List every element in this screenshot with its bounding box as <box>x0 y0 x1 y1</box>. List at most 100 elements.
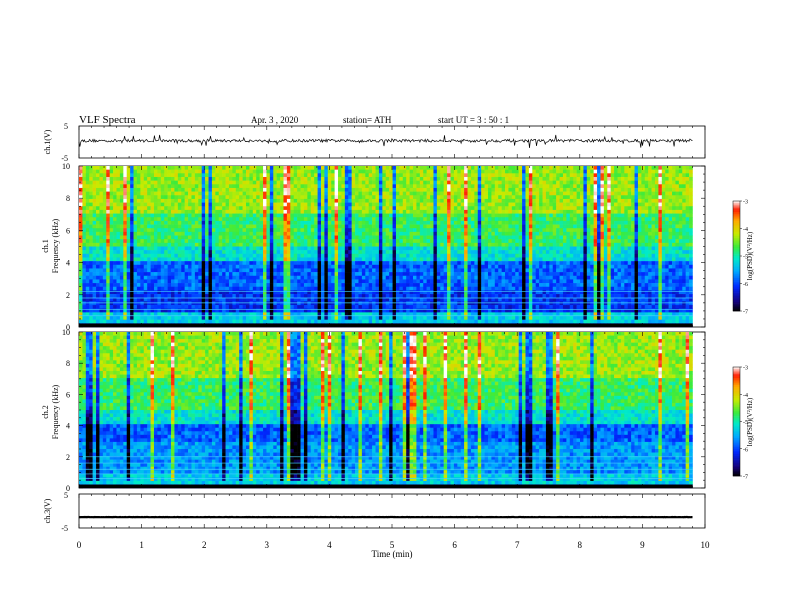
spectrogram-cell <box>487 191 492 196</box>
spectrogram-cell <box>273 202 277 207</box>
spectrogram-cell <box>481 195 485 200</box>
spectrogram-cell <box>470 231 475 236</box>
spectrogram-cell <box>361 187 366 192</box>
spectrogram-cell <box>324 191 329 196</box>
spectrogram-cell <box>620 169 625 174</box>
spectrogram-cell <box>549 202 554 207</box>
spectrogram-cell <box>225 242 230 247</box>
spectrogram-cell <box>518 246 523 251</box>
spectrogram-cell <box>566 206 571 211</box>
spectrogram-cell <box>211 257 216 262</box>
spectrogram-cell <box>631 187 635 192</box>
spectrogram-cell <box>641 202 646 207</box>
spectrogram-cell <box>477 195 482 200</box>
spectrogram-cell <box>256 191 260 196</box>
spectrogram-cell <box>491 198 496 203</box>
spectrogram-cell <box>392 220 397 225</box>
spectrogram-cell <box>542 224 547 229</box>
spectrogram-cell <box>481 239 485 244</box>
spectrogram-cell <box>320 253 325 258</box>
spectrogram-cell <box>395 202 400 207</box>
spectrogram-cell <box>505 213 509 218</box>
spectrogram-cell <box>406 187 410 192</box>
spectrogram-cell <box>614 239 618 244</box>
spectrogram-cell <box>433 242 438 247</box>
spectrogram-cell <box>167 246 172 251</box>
spectrogram-cell <box>501 202 506 207</box>
spectrogram-cell <box>249 187 254 192</box>
spectrogram-cell <box>607 173 611 178</box>
spectrogram-cell <box>654 191 659 196</box>
spectrogram-cell <box>399 206 404 211</box>
spectrogram-cell <box>430 187 434 192</box>
spectrogram-cell <box>392 184 397 189</box>
spectrogram-cell <box>665 202 669 207</box>
spectrogram-cell <box>505 257 509 262</box>
spectrogram-cell <box>368 173 373 178</box>
spectrogram-cell <box>123 264 128 269</box>
spectrogram-cell <box>624 246 629 251</box>
spectrogram-cell <box>620 220 625 225</box>
spectrogram-cell <box>324 253 329 258</box>
spectrogram-cell <box>385 195 390 200</box>
spectrogram-cell <box>440 261 444 266</box>
spectrogram-cell <box>682 191 686 196</box>
spectrogram-cell <box>218 169 223 174</box>
spectrogram-cell <box>109 250 114 255</box>
spectrogram-cell <box>99 250 104 255</box>
spectrogram-cell <box>338 169 342 174</box>
spectrogram-cell <box>259 195 264 200</box>
spectrogram-cell <box>239 202 243 207</box>
spectrogram-cell <box>556 213 560 218</box>
spectrogram-cell <box>194 206 199 211</box>
spectrogram-cell <box>143 253 148 258</box>
spectrogram-cell <box>511 209 516 214</box>
spectrogram-cell <box>426 261 431 266</box>
spectrogram-cell <box>201 253 206 258</box>
spectrogram-cell <box>205 257 209 262</box>
spectrogram-cell <box>685 202 690 207</box>
spectrogram-cell <box>293 202 298 207</box>
spectrogram-cell <box>140 184 145 189</box>
spectrogram-cell <box>365 220 369 225</box>
spectrogram-cell <box>593 198 598 203</box>
spectrogram-cell <box>573 198 577 203</box>
spectrogram-cell <box>430 206 434 211</box>
spectrogram-cell <box>586 206 591 211</box>
spectrogram-cell <box>198 169 202 174</box>
spectrogram-cell <box>382 257 387 262</box>
spectrogram-cell <box>593 191 598 196</box>
spectrogram-cell <box>92 206 97 211</box>
spectrogram-cell <box>222 217 226 222</box>
spectrogram-cell <box>297 173 301 178</box>
spectrogram-cell <box>239 209 243 214</box>
spectrogram-cell <box>593 176 598 181</box>
spectrogram-cell <box>351 228 356 233</box>
spectrogram-cell <box>355 209 359 214</box>
spectrogram-cell <box>181 173 185 178</box>
spectrogram-cell <box>522 261 526 266</box>
spectrogram-cell <box>586 239 591 244</box>
spectrogram-cell <box>505 242 509 247</box>
spectrogram-cell <box>351 173 356 178</box>
spectrogram-cell <box>665 213 669 218</box>
spectrogram-cell <box>307 217 312 222</box>
spectrogram-cell <box>378 242 383 247</box>
spectrogram-cell <box>409 217 414 222</box>
spectrogram-cell <box>682 195 686 200</box>
spectrogram-cell <box>225 250 230 255</box>
spectrogram-cell <box>348 169 352 174</box>
spectrogram-cell <box>136 191 141 196</box>
spectrogram-cell <box>297 166 301 170</box>
spectrogram-cell <box>436 209 441 214</box>
spectrogram-cell <box>310 202 315 207</box>
spectrogram-cell <box>661 180 666 185</box>
spectrogram-cell <box>535 173 540 178</box>
spectrogram-cell <box>637 242 642 247</box>
spectrogram-cell <box>395 228 400 233</box>
spectrogram-cell <box>79 213 83 218</box>
spectrogram-cell <box>648 257 652 262</box>
spectrogram-cell <box>654 250 659 255</box>
spectrogram-cell <box>106 242 110 247</box>
spectrogram-cell <box>399 187 404 192</box>
